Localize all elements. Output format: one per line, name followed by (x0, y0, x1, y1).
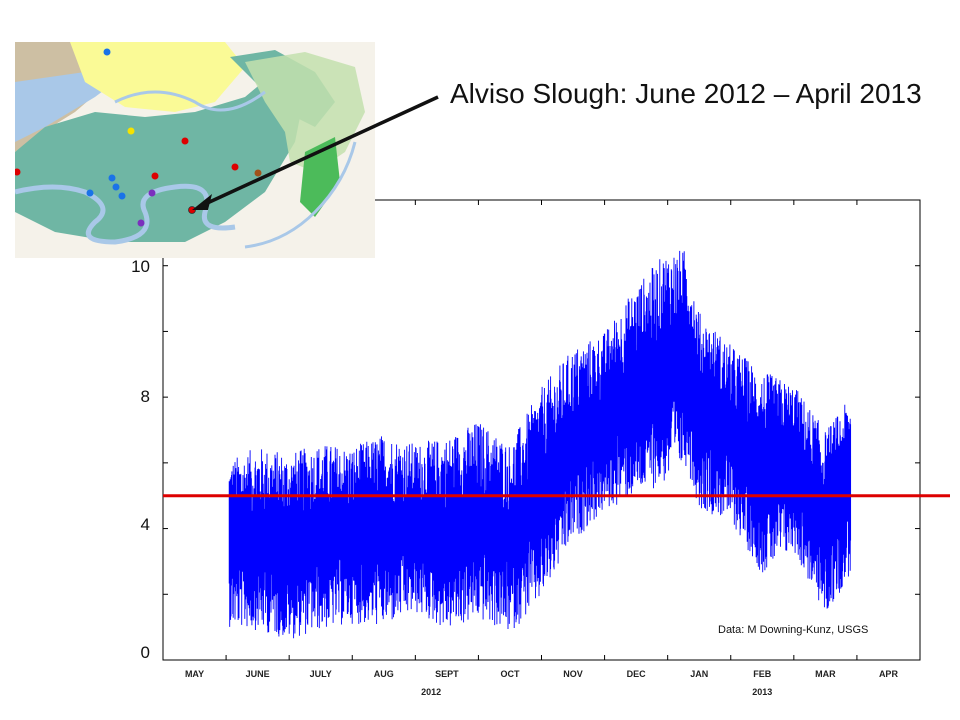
site-dot (103, 48, 111, 56)
x-tick-label: DEC (627, 669, 647, 679)
site-dot (86, 189, 94, 197)
x-tick-label: JUNE (246, 669, 270, 679)
site-dot (127, 127, 135, 135)
y-tick-label: 10 (131, 257, 150, 276)
map-yellow-area (70, 42, 245, 112)
site-dot (181, 137, 189, 145)
x-tick-label: OCT (500, 669, 520, 679)
x-tick-label: FEB (753, 669, 772, 679)
data-credit: Data: M Downing-Kunz, USGS (718, 624, 869, 636)
x-tick-label: APR (879, 669, 899, 679)
slide-title: Alviso Slough: June 2012 – April 2013 (450, 78, 922, 109)
x-tick-label: MAY (185, 669, 204, 679)
site-dot (118, 192, 126, 200)
site-dot (108, 174, 116, 182)
site-dot (231, 163, 239, 171)
x-tick-label: AUG (374, 669, 394, 679)
y-tick-label: 4 (140, 515, 150, 534)
site-dot (137, 219, 145, 227)
x-tick-label: MAR (815, 669, 836, 679)
x-tick-label: NOV (563, 669, 583, 679)
site-dot (15, 168, 21, 176)
y-tick-label: 8 (140, 387, 150, 406)
map-marsh (15, 72, 305, 242)
map-river (244, 141, 357, 249)
x-tick-label: JULY (310, 669, 332, 679)
y-tick-label: 0 (140, 643, 150, 662)
site-dot (148, 189, 156, 197)
site-map-inset (15, 42, 375, 258)
x-tick-label: JAN (690, 669, 708, 679)
site-dot (112, 183, 120, 191)
turbidity-series-line (228, 250, 852, 639)
site-dot (151, 172, 159, 180)
x-year-label: 2013 (752, 687, 772, 697)
map-creek (114, 90, 266, 112)
x-tick-label: SEPT (435, 669, 459, 679)
site-dot (254, 169, 262, 177)
x-year-label: 2012 (421, 687, 441, 697)
